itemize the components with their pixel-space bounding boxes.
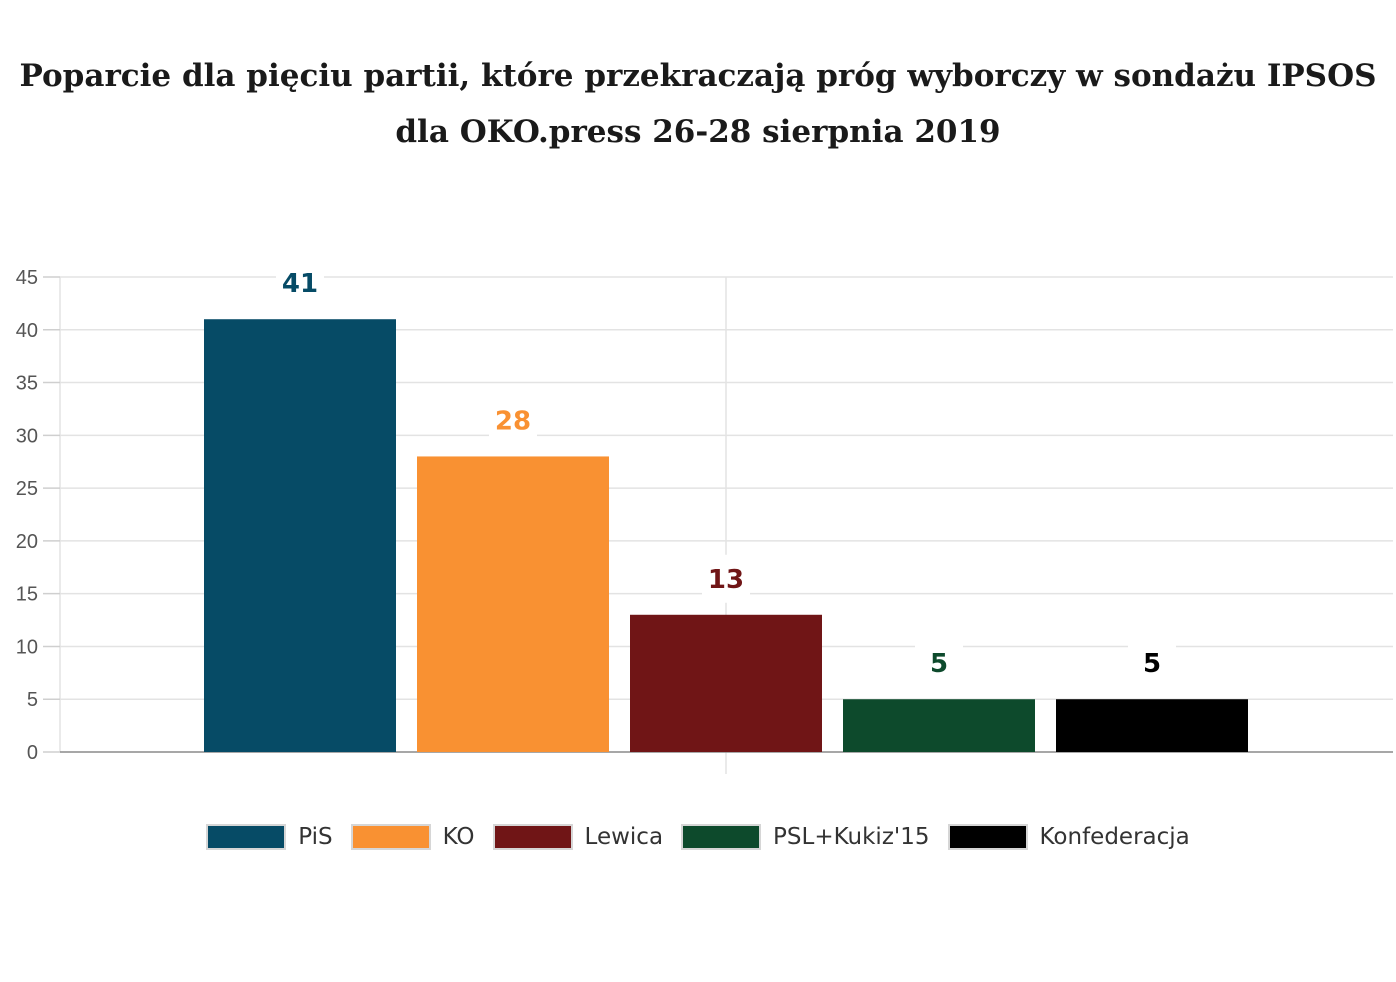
- bar: [417, 456, 609, 752]
- data-label: 28: [495, 406, 531, 436]
- data-label: 5: [1143, 649, 1161, 679]
- y-tick-label: 15: [16, 584, 38, 606]
- bar: [204, 319, 396, 752]
- y-tick-label: 20: [16, 531, 38, 553]
- y-tick-label: 45: [16, 267, 38, 289]
- data-label-bg: [276, 259, 324, 308]
- y-tick-label: 0: [27, 742, 38, 764]
- y-tick-label: 5: [27, 689, 38, 711]
- legend-swatch: [350, 824, 431, 850]
- legend-swatch: [492, 824, 573, 850]
- legend-label: Lewica: [584, 824, 664, 850]
- legend-swatch: [206, 824, 287, 850]
- data-label: 5: [930, 649, 948, 679]
- legend-item[interactable]: PiS: [206, 824, 333, 850]
- y-tick-label: 35: [16, 373, 38, 395]
- data-label-bg: [489, 396, 537, 445]
- legend-item[interactable]: PSL+Kukiz'15: [681, 824, 930, 850]
- legend-item[interactable]: Lewica: [492, 824, 664, 850]
- legend-swatch: [947, 824, 1028, 850]
- chart-title: Poparcie dla pięciu partii, które przekr…: [19, 58, 1377, 150]
- data-label-bg: [702, 554, 750, 603]
- bars: [204, 319, 1248, 752]
- legend-label: Konfederacja: [1039, 824, 1190, 850]
- bar: [843, 699, 1035, 752]
- bar: [630, 614, 822, 752]
- legend-label: PiS: [298, 824, 333, 850]
- y-tick-label: 30: [16, 425, 38, 447]
- y-tick-label: 40: [16, 320, 38, 342]
- data-label-bg: [915, 639, 963, 688]
- legend-swatch: [681, 824, 762, 850]
- bar: [1056, 699, 1248, 752]
- legend: PiS KO Lewica PSL+Kukiz'15 Konfederacja: [0, 824, 1396, 850]
- data-label-bg: [1128, 639, 1176, 688]
- legend-item[interactable]: Konfederacja: [947, 824, 1190, 850]
- legend-label: PSL+Kukiz'15: [773, 824, 930, 850]
- legend-item[interactable]: KO: [350, 824, 475, 850]
- data-label: 41: [282, 269, 318, 299]
- y-tick-label: 10: [16, 636, 38, 658]
- data-labels: 41 28 13 5 5: [276, 259, 1176, 688]
- y-tick-label: 25: [16, 478, 38, 500]
- data-label: 13: [708, 565, 744, 595]
- legend-label: KO: [442, 824, 475, 850]
